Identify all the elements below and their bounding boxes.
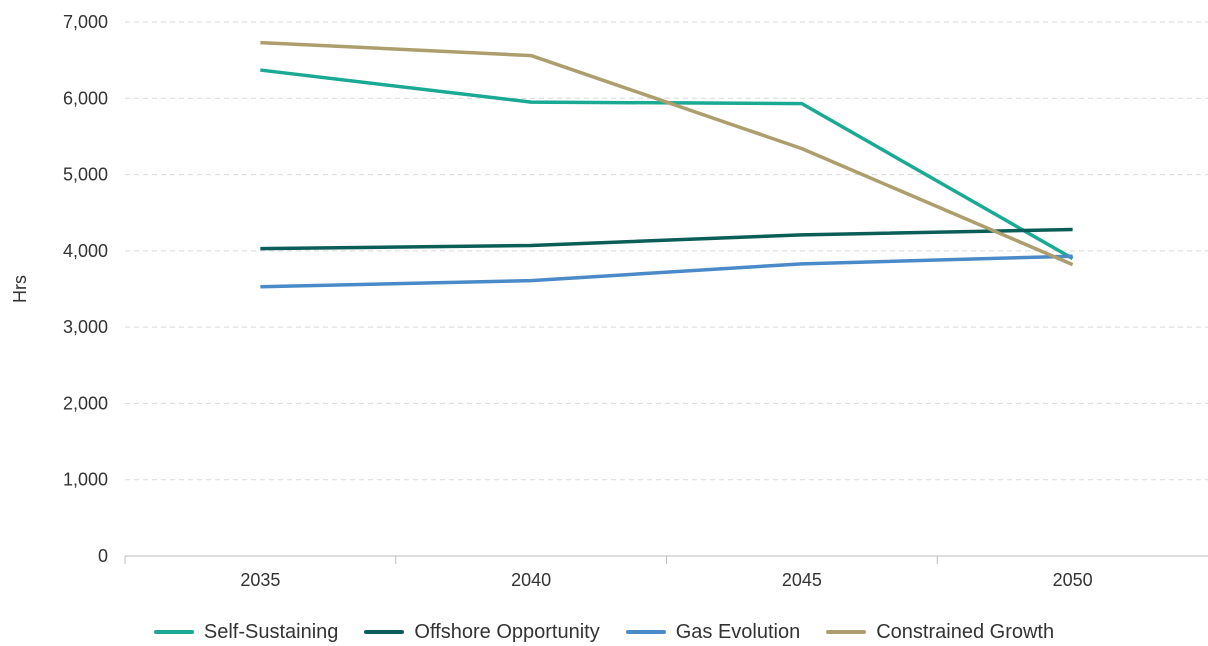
- legend-label: Constrained Growth: [876, 620, 1055, 643]
- legend-swatch: [826, 630, 867, 634]
- y-tick-label: 4,000: [63, 241, 108, 261]
- y-tick-label: 2,000: [63, 393, 108, 413]
- y-tick-label: 6,000: [63, 88, 108, 108]
- x-tick-label: 2035: [240, 570, 280, 590]
- series-line-constrained-growth: [260, 40, 1074, 267]
- chart-legend: Self-Sustaining Offshore Opportunity Gas E…: [0, 618, 1208, 646]
- legend-swatch: [364, 630, 405, 634]
- chart-plot-area: 0 1,000 2,000 3,000 4,000 5,000 6,000 7,000 2035…: [10, 12, 1208, 590]
- legend-item: Gas Evolution: [625, 620, 801, 644]
- x-tick-label: 2050: [1053, 570, 1093, 590]
- legend-label: Offshore Opportunity: [414, 620, 600, 643]
- y-tick-label: 5,000: [63, 165, 108, 185]
- y-tick-label: 1,000: [63, 470, 108, 490]
- y-tick-label: 7,000: [63, 12, 108, 32]
- legend-item: Self-Sustaining: [153, 620, 339, 644]
- y-tick-label: 3,000: [63, 317, 108, 337]
- legend-swatch: [153, 630, 194, 634]
- legend-label: Self-Sustaining: [203, 620, 339, 643]
- x-tick-label: 2040: [511, 570, 551, 590]
- x-tick-label: 2045: [782, 570, 822, 590]
- y-tick-label: 0: [98, 546, 108, 566]
- legend-label: Gas Evolution: [675, 620, 801, 643]
- legend-item: Constrained Growth: [826, 621, 1054, 644]
- legend-swatch: [625, 630, 666, 634]
- legend-item: Offshore Opportunity: [364, 620, 600, 644]
- series-line-gas-evolution: [260, 254, 1073, 289]
- series-line-offshore-opportunity: [260, 227, 1073, 251]
- y-axis-title: Hrs: [10, 275, 30, 303]
